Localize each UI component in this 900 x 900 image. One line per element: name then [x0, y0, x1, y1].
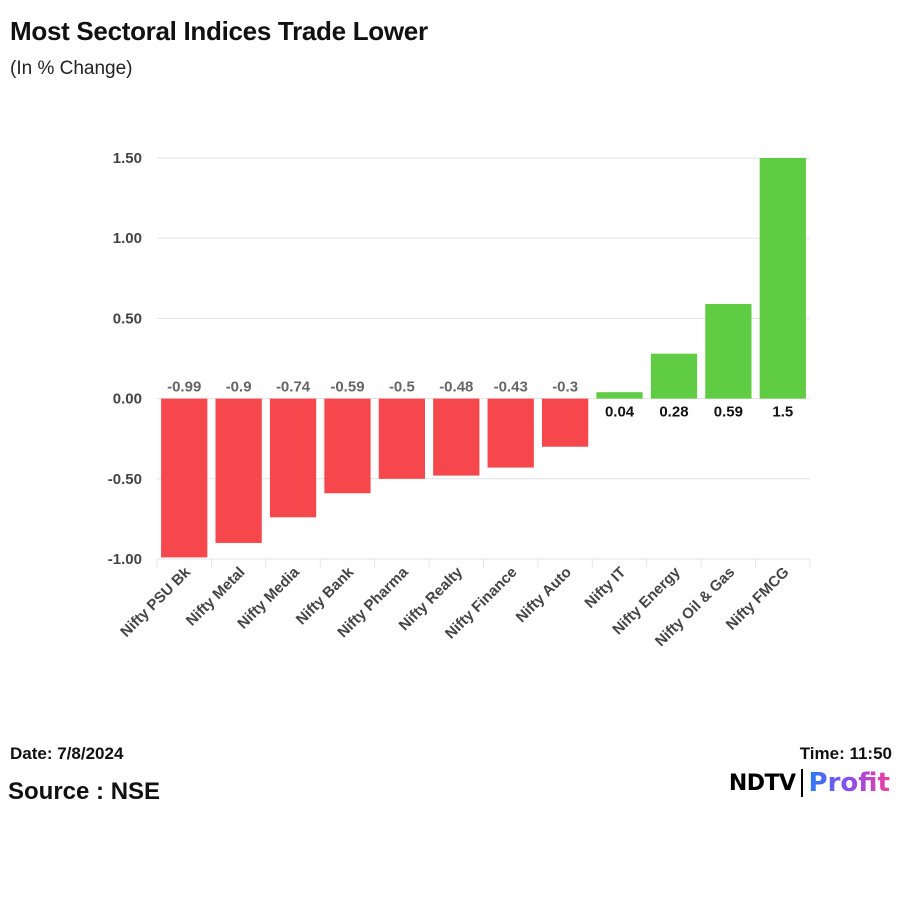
- ndtv-profit-logo: NDTV Profit: [729, 766, 890, 800]
- y-tick-label: -1.00: [108, 551, 142, 568]
- bar: [161, 398, 208, 558]
- bar: [759, 158, 806, 399]
- data-label: -0.43: [494, 379, 528, 396]
- y-tick-label: 0.50: [113, 310, 142, 327]
- data-label: -0.59: [330, 379, 364, 396]
- bars: [161, 158, 806, 558]
- bar: [215, 398, 262, 543]
- logo-ndtv-text: NDTV: [728, 770, 796, 796]
- x-tick-label: Nifty PSU Bk: [117, 563, 194, 640]
- data-label: -0.5: [389, 379, 415, 396]
- x-tick-label: Nifty IT: [581, 564, 629, 612]
- logo-profit-text: Profit: [808, 768, 890, 798]
- bar: [433, 398, 480, 476]
- y-tick-label: 0.00: [113, 391, 142, 408]
- bar: [596, 392, 643, 399]
- y-tick-label: -0.50: [108, 471, 142, 488]
- data-label: -0.3: [552, 379, 578, 396]
- time-label: Time: 11:50: [799, 744, 892, 763]
- bar: [378, 398, 426, 479]
- data-label: -0.99: [167, 379, 201, 396]
- x-tick-label: Nifty Auto: [513, 564, 575, 626]
- bar: [650, 353, 698, 399]
- source-label: Source : NSE: [8, 778, 161, 805]
- data-label: -0.9: [226, 379, 252, 396]
- data-label: -0.48: [439, 379, 473, 396]
- bar: [324, 398, 371, 494]
- chart-title: Most Sectoral Indices Trade Lower: [10, 16, 428, 46]
- y-axis-ticks: 1.50 1.00 0.50 0.00 -0.50 -1.00: [108, 150, 142, 568]
- gridlines: [156, 157, 811, 567]
- data-labels: -0.99 -0.9 -0.74 -0.59 -0.5 -0.48 -0.43 -0.3 0.0…: [167, 379, 793, 421]
- data-label: 0.28: [659, 404, 688, 421]
- logo-divider: [800, 769, 803, 797]
- y-tick-label: 1.50: [113, 150, 142, 167]
- bar: [269, 398, 317, 518]
- bar: [541, 398, 589, 447]
- bar: [487, 398, 534, 468]
- y-tick-label: 1.00: [113, 230, 142, 247]
- data-label: 1.5: [772, 404, 793, 421]
- date-label: Date: 7/8/2024: [10, 744, 124, 763]
- data-label: 0.04: [605, 404, 635, 421]
- chart-subtitle: (In % Change): [10, 58, 133, 79]
- data-label: -0.74: [276, 379, 311, 396]
- bar-chart: 1.50 1.00 0.50 0.00 -0.50 -1.00 -0.99 -0.9 -0.7…: [108, 150, 811, 650]
- bar: [705, 303, 752, 399]
- data-label: 0.59: [714, 404, 743, 421]
